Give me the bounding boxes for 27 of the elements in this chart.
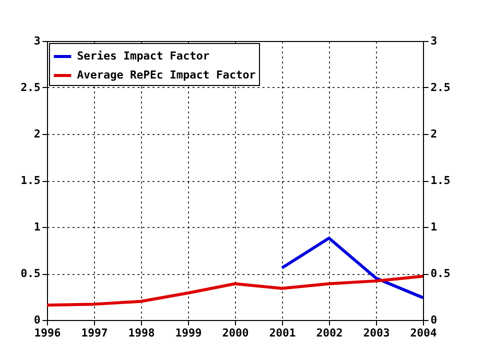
y2-tick-label: 2 <box>430 128 438 140</box>
y2-tick-label: 2.5 <box>430 81 450 94</box>
y-tick-label: 1 <box>34 220 41 234</box>
line-series <box>280 236 424 300</box>
x-tick-label: 2002 <box>316 326 343 340</box>
x-tick-label: 2004 <box>410 326 438 340</box>
x-tick-label: 2001 <box>269 326 296 340</box>
y2-tick-label: 0.5 <box>430 267 450 280</box>
y2-tick-label: 3 <box>430 34 438 48</box>
x-tick-label: 1996 <box>34 326 62 340</box>
x-tick-label: 1997 <box>81 326 108 340</box>
x-tick-label: 1999 <box>175 326 202 340</box>
y-tick-label: 3 <box>34 34 40 48</box>
y2-tick-label: 0 <box>430 314 438 326</box>
legend-label: Average RePEc Impact Factor <box>77 68 256 82</box>
x-tick-label: 1998 <box>128 326 155 340</box>
y2-tick-label: 1.5 <box>430 174 450 187</box>
y-tick-label: 0 <box>34 314 40 326</box>
line-series <box>46 274 424 307</box>
y-tick-label: 1.5 <box>20 174 40 187</box>
y2-tick-label: 1 <box>430 220 438 234</box>
x-tick-label: 2003 <box>363 326 390 340</box>
y-tick-label: 0.5 <box>20 267 40 280</box>
y-tick-label: 2.5 <box>20 81 40 94</box>
y-tick-label: 2 <box>34 128 40 140</box>
legend-label: Series Impact Factor <box>77 50 210 62</box>
x-tick-label: 2000 <box>222 326 249 340</box>
